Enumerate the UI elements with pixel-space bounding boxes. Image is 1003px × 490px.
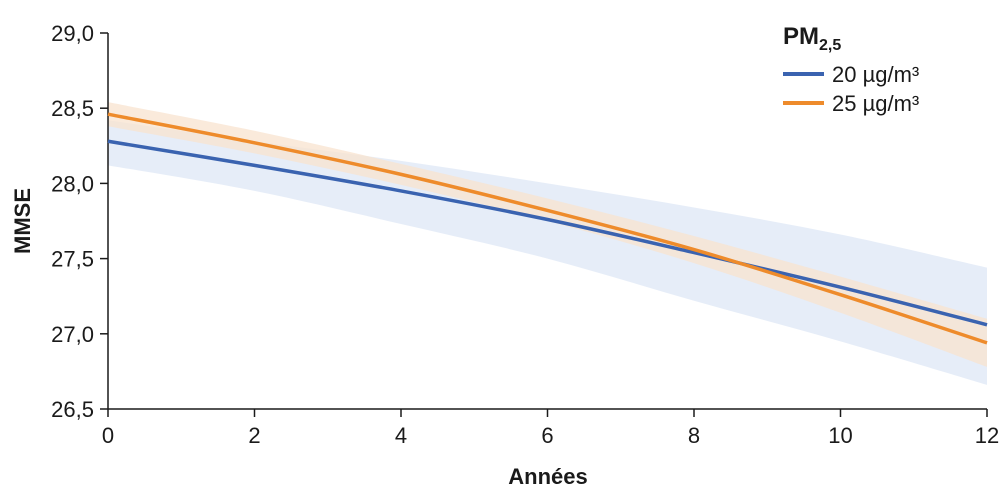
series-line-1 — [107, 139, 988, 327]
x-tick-label: 4 — [395, 423, 407, 448]
x-tick-label: 10 — [828, 423, 852, 448]
legend-label-series-2: 25 µg/m³ — [832, 91, 919, 116]
x-tick-label: 12 — [975, 423, 999, 448]
y-tick-label: 27,0 — [51, 322, 94, 347]
y-tick-label: 29,0 — [51, 21, 94, 46]
x-tick-label: 0 — [102, 423, 114, 448]
x-tick-label: 8 — [688, 423, 700, 448]
y-tick-label: 26,5 — [51, 397, 94, 422]
confidence-bands — [108, 102, 987, 385]
y-tick-label: 27,5 — [51, 247, 94, 272]
legend-label-series-1: 20 µg/m³ — [832, 62, 919, 87]
legend: PM2,5 20 µg/m³ 25 µg/m³ — [783, 23, 919, 116]
y-tick-label: 28,0 — [51, 171, 94, 196]
confidence-band-series-1 — [108, 120, 987, 385]
x-tick-label: 6 — [541, 423, 553, 448]
y-ticks: 26,5 27,0 27,5 28,0 28,5 29,0 — [51, 21, 108, 422]
y-tick-label: 28,5 — [51, 96, 94, 121]
x-axis-title: Années — [508, 464, 587, 489]
legend-title-main: PM — [783, 23, 819, 50]
legend-title-subscript: 2,5 — [819, 37, 841, 54]
legend-title: PM2,5 — [783, 23, 841, 54]
y-axis-title: MMSE — [10, 188, 35, 254]
x-tick-label: 2 — [248, 423, 260, 448]
x-ticks: 0 2 4 6 8 10 12 — [102, 409, 999, 448]
series-line-2 — [107, 112, 988, 345]
confidence-band-series-2 — [108, 102, 987, 367]
series-lines — [107, 112, 988, 345]
